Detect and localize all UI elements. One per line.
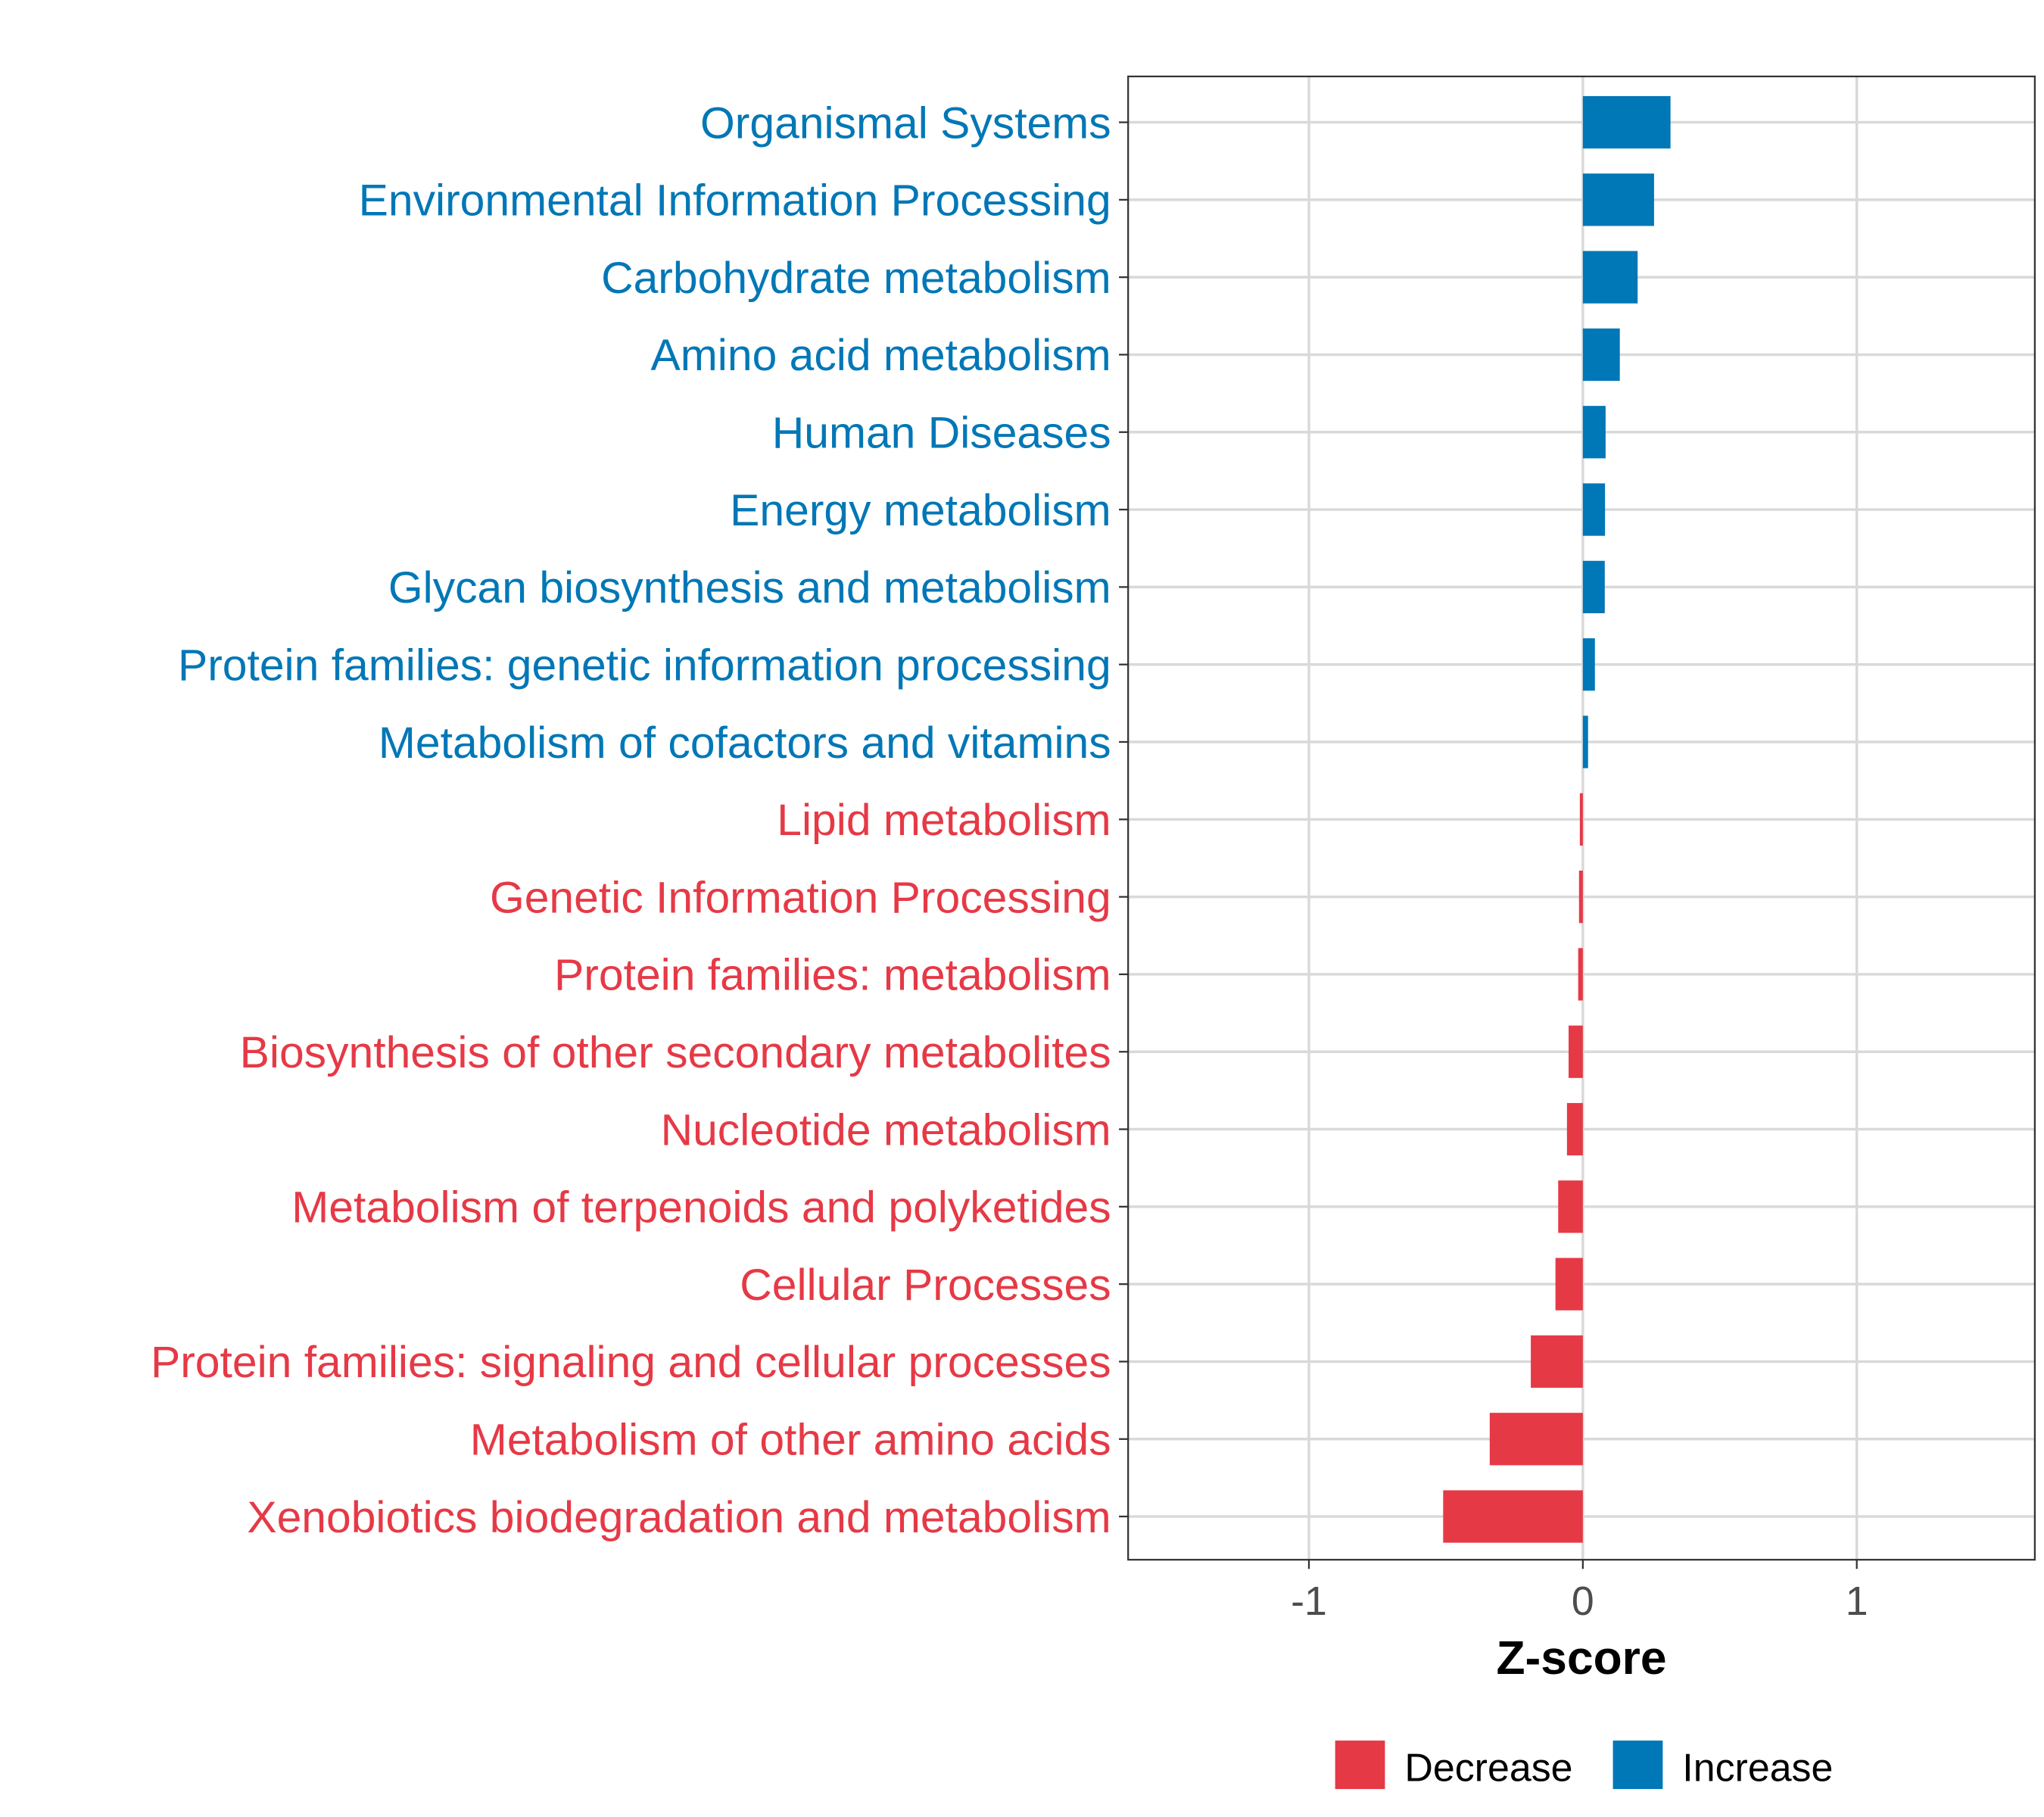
bar bbox=[1582, 251, 1638, 304]
bar bbox=[1578, 871, 1583, 924]
legend-swatch-increase bbox=[1612, 1741, 1663, 1790]
y-tick-label: Glycan biosynthesis and metabolism bbox=[388, 563, 1111, 612]
bar bbox=[1566, 1102, 1583, 1156]
y-tick-label: Carbohydrate metabolism bbox=[601, 254, 1111, 303]
bar bbox=[1582, 560, 1605, 613]
y-tick-label: Organismal Systems bbox=[700, 98, 1111, 148]
bar bbox=[1569, 1025, 1583, 1078]
y-tick-label: Human Diseases bbox=[772, 409, 1111, 458]
bar bbox=[1582, 173, 1654, 226]
y-tick-label: Environmental Information Processing bbox=[359, 176, 1111, 226]
y-tick-label: Amino acid metabolism bbox=[651, 331, 1111, 380]
y-axis-labels: Organismal Systems Environmental Informat… bbox=[151, 98, 1129, 1542]
y-tick-label: Genetic Information Processing bbox=[490, 873, 1111, 922]
x-tick-label: 0 bbox=[1572, 1579, 1594, 1624]
bar bbox=[1489, 1413, 1583, 1466]
legend-swatch-decrease bbox=[1335, 1741, 1385, 1790]
y-tick-label: Cellular Processes bbox=[740, 1261, 1111, 1310]
y-tick-label: Biosynthesis of other secondary metaboli… bbox=[240, 1028, 1111, 1077]
bar bbox=[1531, 1335, 1583, 1388]
bar bbox=[1579, 793, 1583, 846]
plot-panel-border bbox=[1127, 75, 2036, 1561]
y-tick-label: Protein families: genetic information pr… bbox=[178, 640, 1111, 690]
legend: Decrease Increase bbox=[1335, 1741, 1833, 1791]
bar bbox=[1582, 715, 1588, 768]
x-axis-title: Z-score bbox=[1497, 1632, 1667, 1685]
y-tick-label: Metabolism of cofactors and vitamins bbox=[379, 718, 1111, 768]
bar bbox=[1582, 328, 1620, 382]
bar bbox=[1582, 406, 1606, 459]
bar bbox=[1443, 1490, 1583, 1543]
x-tick-label: -1 bbox=[1291, 1579, 1327, 1624]
bars bbox=[1443, 95, 1671, 1543]
y-tick-label: Metabolism of other amino acids bbox=[470, 1416, 1111, 1465]
bar bbox=[1582, 638, 1595, 691]
bar bbox=[1578, 948, 1583, 1001]
y-tick-label: Energy metabolism bbox=[730, 486, 1111, 535]
x-axis-ticks: -1 0 1 bbox=[1291, 1560, 1868, 1624]
y-tick-label: Nucleotide metabolism bbox=[661, 1105, 1111, 1155]
bar bbox=[1558, 1180, 1583, 1233]
bar bbox=[1555, 1258, 1583, 1311]
y-tick-label: Protein families: metabolism bbox=[554, 951, 1111, 1000]
legend-label-decrease: Decrease bbox=[1404, 1747, 1572, 1791]
y-tick-label: Metabolism of terpenoids and polyketides bbox=[291, 1183, 1111, 1233]
bar bbox=[1582, 483, 1606, 536]
y-tick-label: Lipid metabolism bbox=[777, 796, 1111, 845]
y-tick-label: Protein families: signaling and cellular… bbox=[151, 1338, 1111, 1387]
bar bbox=[1582, 95, 1671, 149]
x-tick-label: 1 bbox=[1846, 1579, 1868, 1624]
legend-label-increase: Increase bbox=[1682, 1747, 1833, 1791]
y-tick-label: Xenobiotics biodegradation and metabolis… bbox=[247, 1493, 1111, 1542]
